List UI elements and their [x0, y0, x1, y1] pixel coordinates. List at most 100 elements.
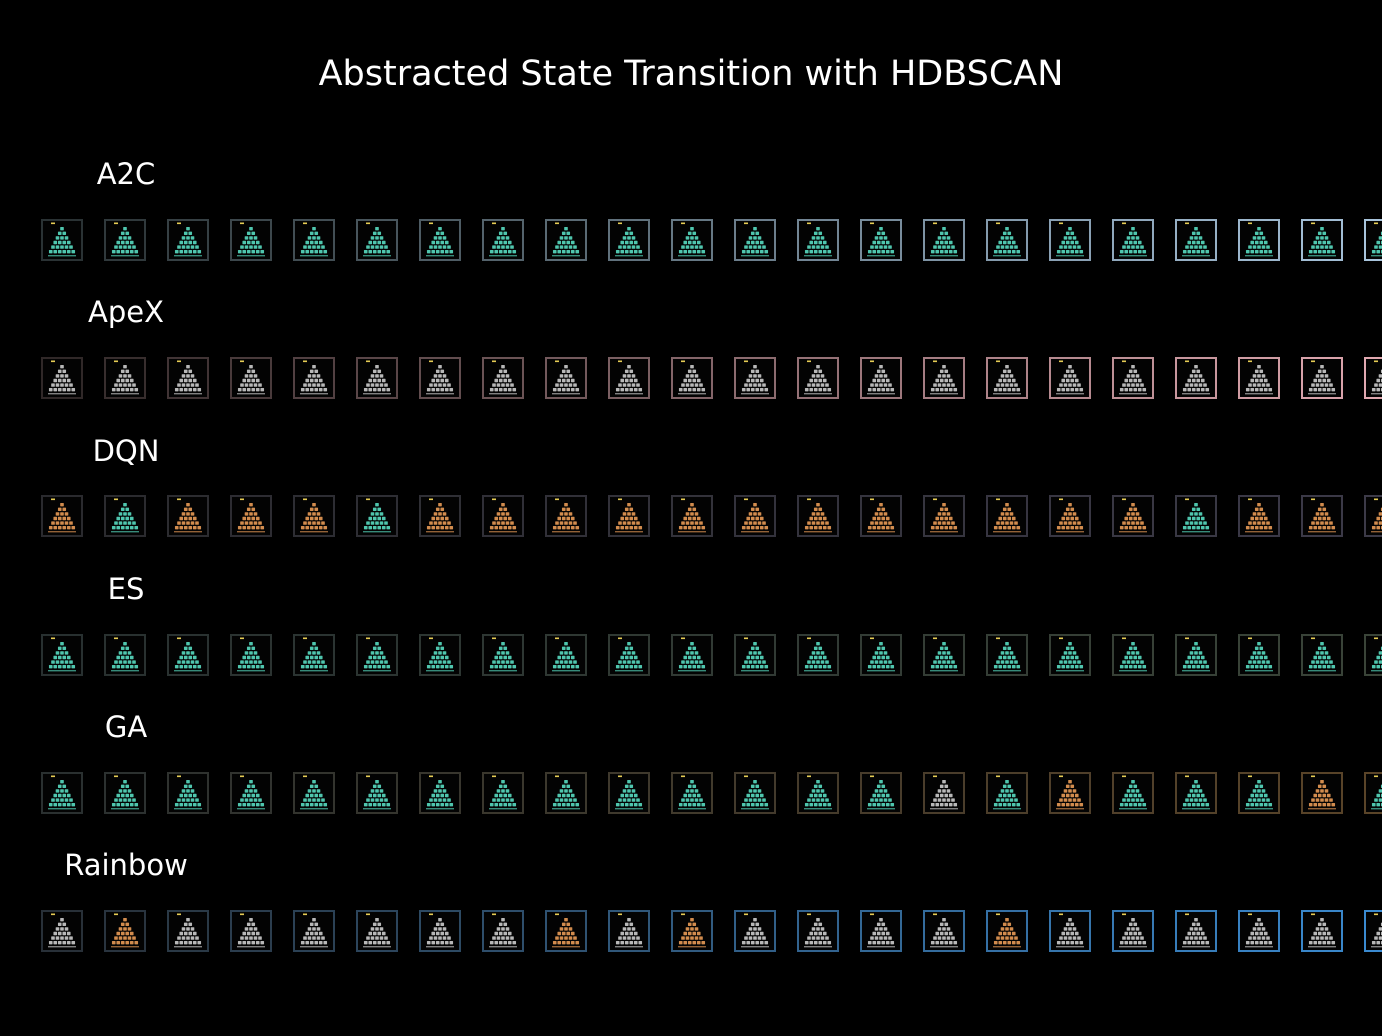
state-thumbnail	[1049, 495, 1091, 537]
card-pyramid-icon	[111, 637, 139, 672]
state-thumbnail	[419, 357, 461, 399]
state-thumbnail	[734, 772, 776, 814]
card-pyramid-icon	[1119, 498, 1147, 533]
card-pyramid-icon	[930, 775, 958, 810]
card-pyramid-icon	[993, 637, 1021, 672]
card-pyramid-icon	[615, 360, 643, 395]
card-pyramid-icon	[993, 222, 1021, 257]
card-pyramid-icon	[174, 498, 202, 533]
card-pyramid-icon	[111, 913, 139, 948]
card-pyramid-icon	[363, 637, 391, 672]
state-thumbnail	[986, 772, 1028, 814]
card-pyramid-icon	[48, 222, 76, 257]
state-thumbnail	[230, 772, 272, 814]
state-thumbnail	[1238, 772, 1280, 814]
row-label-apex: ApeX	[88, 295, 164, 329]
card-pyramid-icon	[426, 222, 454, 257]
row-label-dqn: DQN	[92, 434, 160, 468]
card-pyramid-icon	[804, 637, 832, 672]
card-pyramid-icon	[1245, 775, 1273, 810]
state-thumbnail	[419, 910, 461, 952]
state-thumbnail	[608, 357, 650, 399]
state-thumbnail	[482, 910, 524, 952]
state-thumbnail	[482, 772, 524, 814]
state-thumbnail	[797, 219, 839, 261]
card-pyramid-icon	[1119, 360, 1147, 395]
state-thumbnail	[860, 910, 902, 952]
card-pyramid-icon	[993, 775, 1021, 810]
card-pyramid-icon	[1119, 775, 1147, 810]
state-thumbnail	[1238, 634, 1280, 676]
state-thumbnail	[167, 634, 209, 676]
card-pyramid-icon	[300, 775, 328, 810]
card-pyramid-icon	[867, 222, 895, 257]
state-thumbnail	[293, 634, 335, 676]
card-pyramid-icon	[363, 775, 391, 810]
card-pyramid-icon	[300, 222, 328, 257]
state-thumbnail	[419, 772, 461, 814]
card-pyramid-icon	[174, 775, 202, 810]
card-pyramid-icon	[552, 775, 580, 810]
card-pyramid-icon	[867, 637, 895, 672]
state-thumbnail	[1364, 772, 1382, 814]
state-thumbnail	[671, 772, 713, 814]
state-thumbnail	[671, 495, 713, 537]
state-thumbnail	[860, 634, 902, 676]
card-pyramid-icon	[930, 637, 958, 672]
state-thumbnail	[356, 357, 398, 399]
state-thumbnail	[293, 772, 335, 814]
card-pyramid-icon	[48, 775, 76, 810]
card-pyramid-icon	[489, 360, 517, 395]
state-thumbnail	[1238, 357, 1280, 399]
state-thumbnail	[419, 634, 461, 676]
card-pyramid-icon	[1182, 360, 1210, 395]
card-pyramid-icon	[552, 222, 580, 257]
state-thumbnail	[41, 495, 83, 537]
state-thumbnail	[1175, 357, 1217, 399]
state-thumbnail	[1301, 219, 1343, 261]
row-label-a2c: A2C	[96, 157, 156, 191]
state-thumbnail	[797, 495, 839, 537]
state-thumbnail	[1364, 634, 1382, 676]
state-thumbnail	[923, 495, 965, 537]
card-pyramid-icon	[426, 913, 454, 948]
card-pyramid-icon	[930, 498, 958, 533]
card-pyramid-icon	[237, 637, 265, 672]
state-thumbnail	[356, 219, 398, 261]
state-thumbnail	[545, 910, 587, 952]
state-thumbnail	[419, 495, 461, 537]
card-pyramid-icon	[174, 360, 202, 395]
state-thumbnail	[167, 910, 209, 952]
state-thumbnail	[1175, 495, 1217, 537]
state-thumbnail	[293, 910, 335, 952]
state-thumbnail	[1238, 495, 1280, 537]
state-thumbnail	[986, 634, 1028, 676]
state-thumbnail	[482, 495, 524, 537]
card-pyramid-icon	[1308, 637, 1336, 672]
card-pyramid-icon	[1308, 498, 1336, 533]
state-thumbnail	[797, 634, 839, 676]
state-thumbnail	[986, 357, 1028, 399]
state-thumbnail	[1364, 495, 1382, 537]
card-pyramid-icon	[111, 775, 139, 810]
card-pyramid-icon	[615, 222, 643, 257]
card-pyramid-icon	[678, 222, 706, 257]
state-thumbnail	[1175, 634, 1217, 676]
state-thumbnail	[104, 219, 146, 261]
card-pyramid-icon	[237, 913, 265, 948]
card-pyramid-icon	[867, 360, 895, 395]
card-pyramid-icon	[678, 775, 706, 810]
card-pyramid-icon	[615, 498, 643, 533]
state-thumbnail	[104, 772, 146, 814]
card-pyramid-icon	[867, 498, 895, 533]
card-pyramid-icon	[741, 360, 769, 395]
state-thumbnail	[1364, 219, 1382, 261]
state-thumbnail	[671, 357, 713, 399]
state-thumbnail	[923, 634, 965, 676]
state-thumbnail	[545, 219, 587, 261]
state-thumbnail	[41, 357, 83, 399]
card-pyramid-icon	[111, 498, 139, 533]
card-pyramid-icon	[1056, 498, 1084, 533]
state-thumbnail	[167, 772, 209, 814]
card-pyramid-icon	[426, 498, 454, 533]
